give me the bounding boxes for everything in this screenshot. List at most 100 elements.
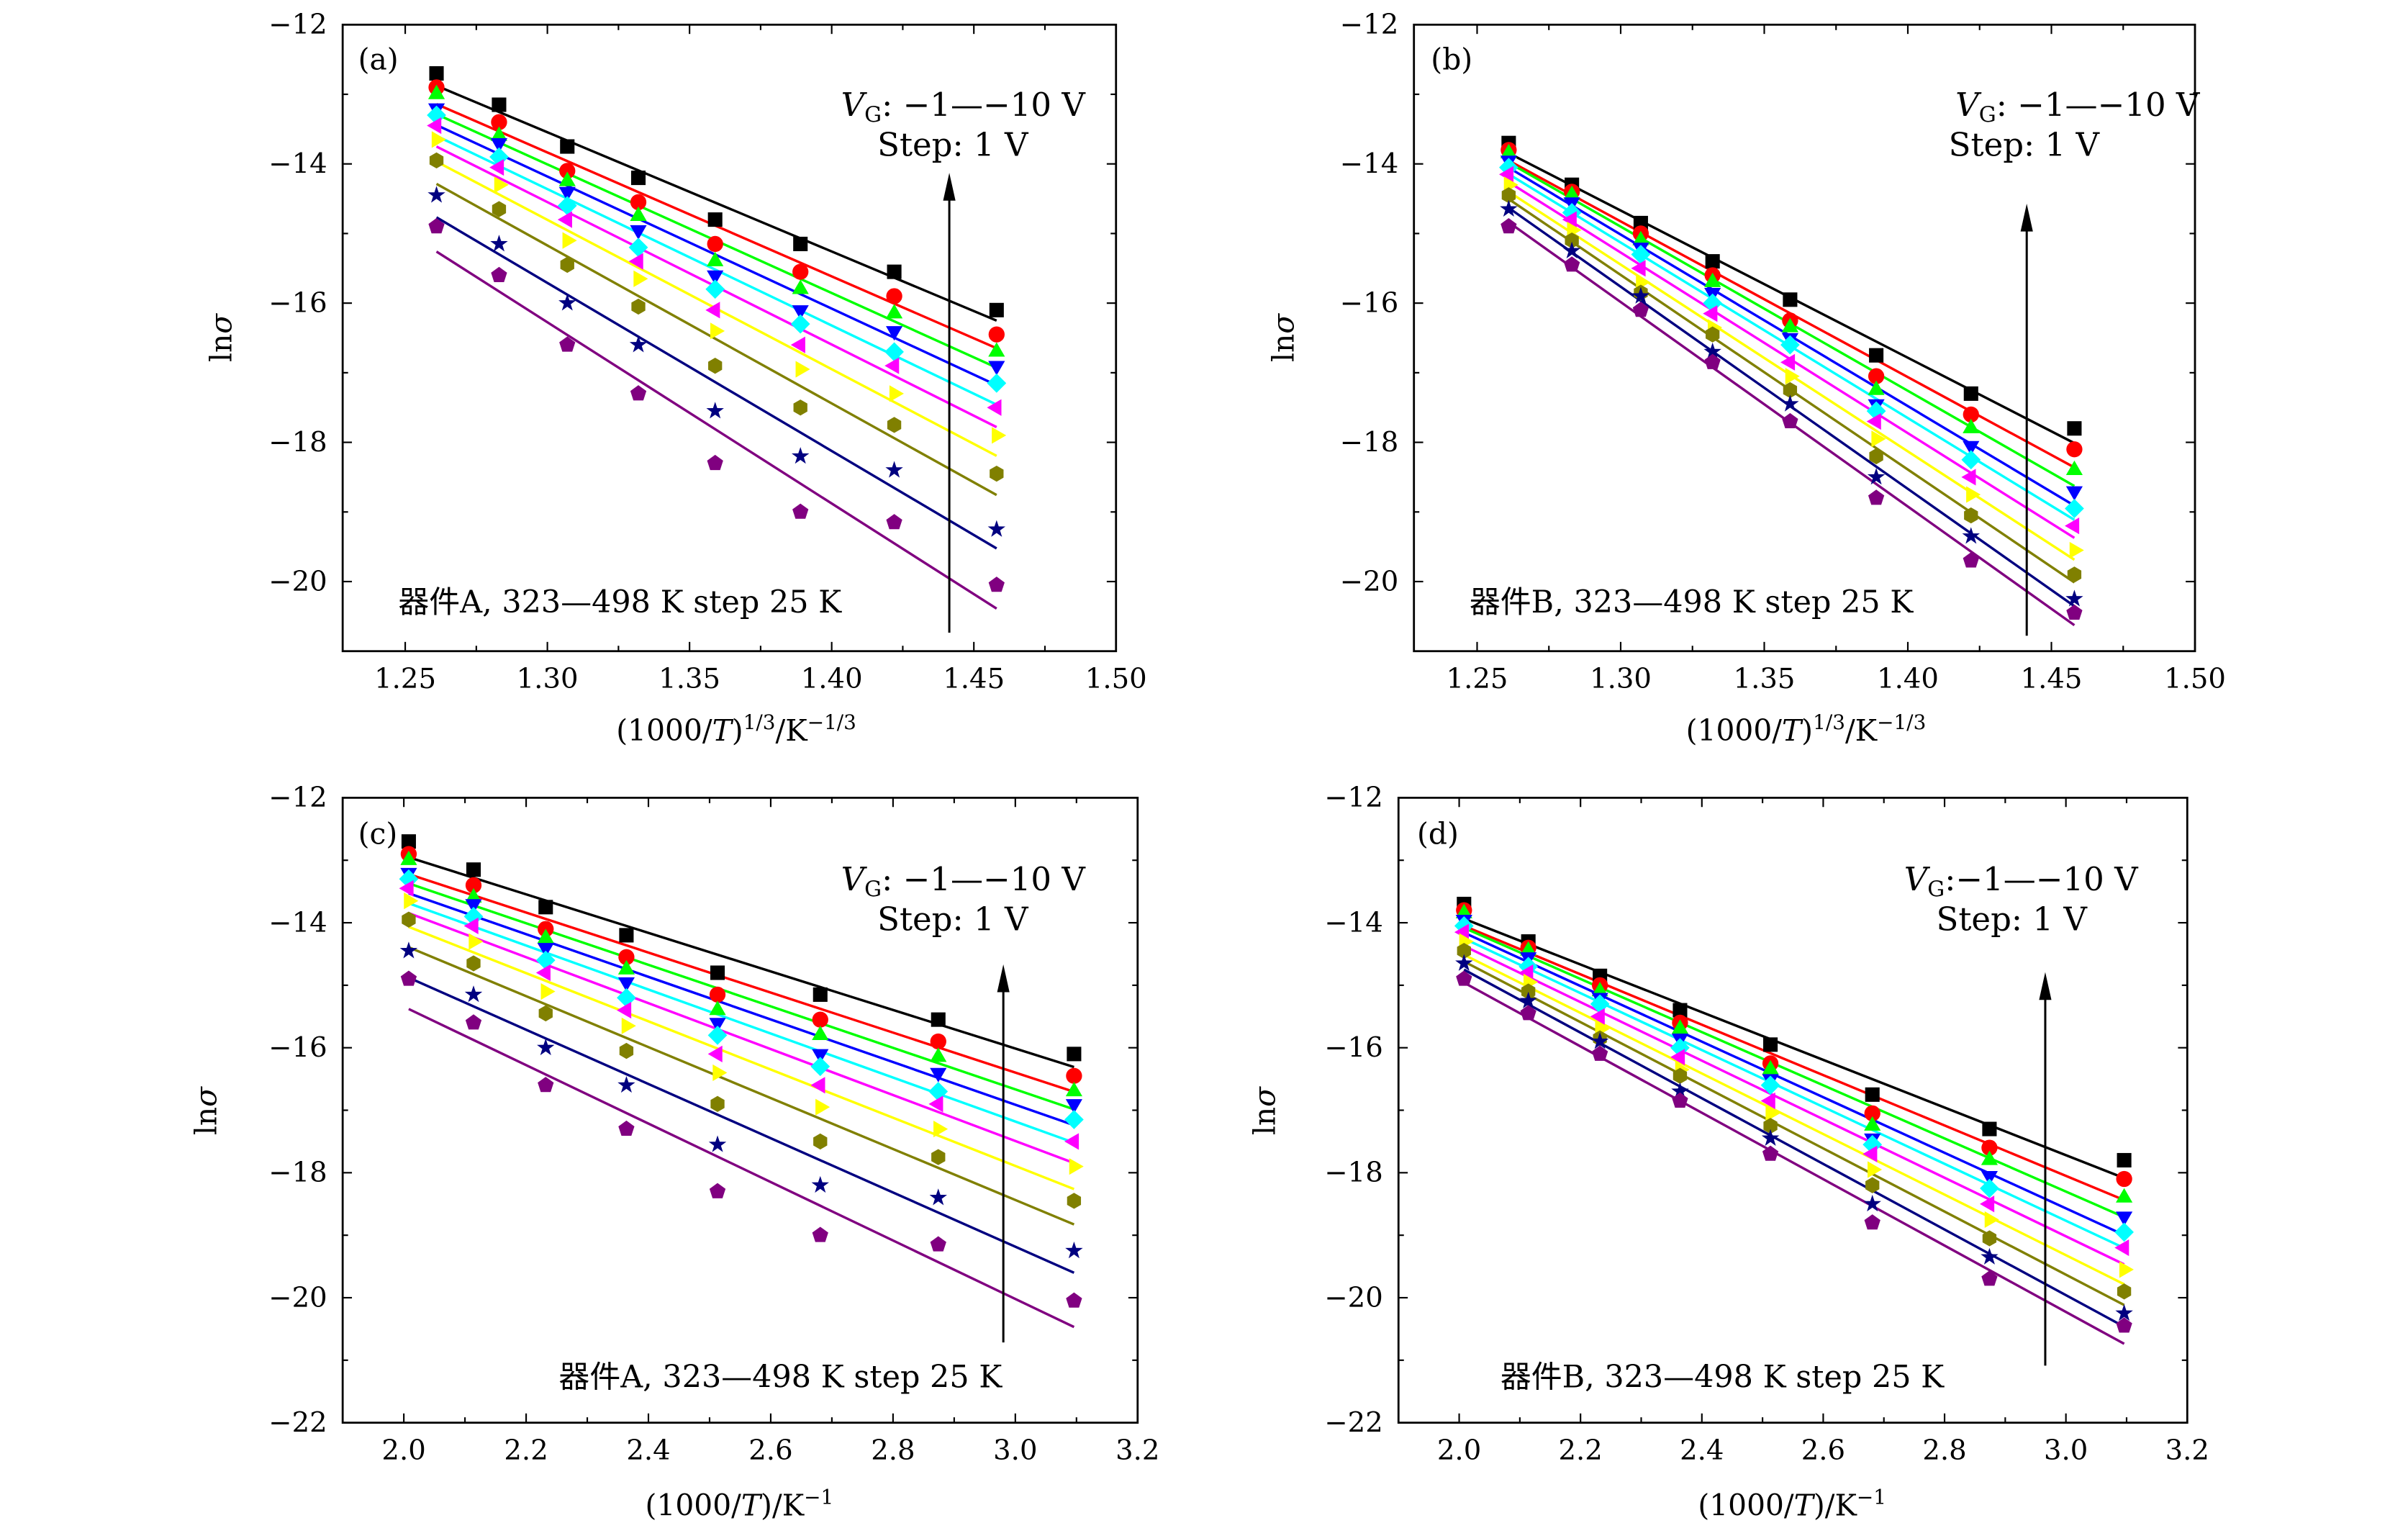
data-point-series-4 xyxy=(988,361,1005,376)
y-axis-label-italic: σ xyxy=(204,313,239,334)
device-annotation: 器件B, 323—498 K step 25 K xyxy=(1501,1359,1945,1395)
step-annotation: Step: 1 V xyxy=(877,900,1029,939)
y-tick-label: −14 xyxy=(268,907,327,939)
data-point-series-9 xyxy=(708,1135,727,1152)
data-point-series-2 xyxy=(465,877,482,894)
data-point-series-7 xyxy=(1868,1161,1883,1178)
data-point-series-10 xyxy=(1066,1292,1082,1308)
data-point-series-1 xyxy=(710,965,725,980)
data-point-series-1 xyxy=(931,1012,946,1027)
data-point-series-2 xyxy=(988,326,1005,343)
data-point-series-10 xyxy=(1782,412,1798,429)
x-tick-label: 2.4 xyxy=(1680,1434,1724,1467)
data-point-series-4 xyxy=(709,1018,726,1033)
data-point-series-6 xyxy=(557,211,572,228)
arrow-head-icon xyxy=(2039,972,2052,1000)
data-point-series-10 xyxy=(1981,1270,1998,1286)
data-point-series-5 xyxy=(2114,1222,2134,1242)
fit-line-series-7 xyxy=(408,926,1075,1190)
data-point-series-5 xyxy=(707,1025,728,1045)
y-tick-label: −20 xyxy=(268,566,327,598)
data-point-series-6 xyxy=(489,158,504,176)
data-point-series-6 xyxy=(1703,305,1718,322)
data-point-series-3 xyxy=(630,206,647,221)
x-axis-label-sup1: 1/3 xyxy=(1813,710,1845,734)
data-point-series-5 xyxy=(987,373,1007,393)
data-point-series-10 xyxy=(491,266,507,282)
data-point-series-3 xyxy=(1864,1116,1881,1131)
fit-line-series-5 xyxy=(408,902,1074,1144)
fit-line-series-5 xyxy=(1463,937,2125,1249)
data-point-series-9 xyxy=(1065,1242,1083,1259)
data-point-series-6 xyxy=(707,1045,723,1062)
x-axis-label: (1000/T)1/3/K−1/3 xyxy=(616,710,856,748)
data-point-series-10 xyxy=(1520,1005,1536,1021)
data-point-series-10 xyxy=(1632,302,1649,317)
data-point-series-7 xyxy=(1871,430,1886,448)
x-tick-label: 1.50 xyxy=(2164,663,2226,695)
data-point-series-9 xyxy=(1562,241,1581,258)
data-point-series-4 xyxy=(1963,440,1980,456)
data-point-series-5 xyxy=(810,1057,830,1077)
chart-panel-b: 1.25 1.30 1.35 1.40 1.45 1.50 −12 −14 −16 −18 −20 (… xyxy=(1266,9,2226,748)
x-axis-label-post: /K xyxy=(772,1488,805,1522)
data-point-series-6 xyxy=(1670,1049,1685,1066)
data-point-series-2 xyxy=(491,114,507,130)
data-point-series-7 xyxy=(404,892,419,910)
data-point-series-6 xyxy=(628,253,643,270)
data-point-series-2 xyxy=(930,1033,946,1050)
data-point-series-1 xyxy=(401,834,416,849)
gate-voltage-annotation: VG: −1—−10 V xyxy=(841,86,1087,128)
data-point-series-4 xyxy=(792,305,809,320)
y-axis-label-main: ln xyxy=(1248,1107,1282,1135)
x-axis-label-mid: ) xyxy=(1801,713,1813,748)
data-point-series-7 xyxy=(710,322,725,340)
x-tick-label: 2.2 xyxy=(1558,1434,1602,1467)
vg-symbol: V xyxy=(841,86,868,124)
vg-range: : −1—−10 V xyxy=(1996,86,2201,124)
y-tick-label: −18 xyxy=(1340,426,1398,458)
x-tick-label: 3.2 xyxy=(1115,1434,1159,1467)
data-point-series-4 xyxy=(930,1067,947,1083)
plot-frame xyxy=(341,796,1139,1424)
data-point-series-6 xyxy=(884,357,900,374)
plot-frame xyxy=(1413,23,2196,653)
data-point-series-10 xyxy=(465,1014,482,1030)
y-tick-label: −20 xyxy=(1324,1282,1382,1314)
y-tick-label: −14 xyxy=(1324,907,1382,939)
data-point-series-3 xyxy=(2065,460,2083,475)
data-point-series-3 xyxy=(2116,1188,2133,1203)
data-point-series-6 xyxy=(790,336,805,353)
data-point-series-9 xyxy=(537,1038,555,1056)
data-point-series-7 xyxy=(933,1120,949,1138)
data-point-series-1 xyxy=(492,97,507,112)
x-tick-label: 1.40 xyxy=(1877,663,1939,695)
data-point-series-3 xyxy=(537,928,554,944)
chart-panel-a: 1.25 1.30 1.35 1.40 1.45 1.50 −12 −14 −16 −18 −20 (… xyxy=(204,9,1147,748)
data-point-series-6 xyxy=(1866,412,1881,430)
data-point-series-10 xyxy=(400,970,417,986)
x-axis-label-italic: T xyxy=(1782,713,1803,748)
data-point-series-7 xyxy=(712,1064,728,1081)
data-point-series-7 xyxy=(1069,1158,1084,1175)
data-point-series-10 xyxy=(1592,1045,1608,1061)
data-point-series-3 xyxy=(427,84,445,99)
data-point-series-10 xyxy=(630,385,647,401)
data-point-series-9 xyxy=(1863,1194,1881,1212)
data-point-series-9 xyxy=(1981,1247,1999,1265)
data-point-series-8 xyxy=(1673,1067,1688,1084)
data-point-series-8 xyxy=(793,399,807,416)
data-point-series-7 xyxy=(1984,1211,1999,1229)
data-point-series-7 xyxy=(562,232,577,249)
data-point-series-3 xyxy=(1065,1082,1082,1097)
data-point-series-9 xyxy=(1519,991,1537,1008)
data-point-series-9 xyxy=(987,520,1006,537)
data-point-series-1 xyxy=(429,65,444,81)
data-point-series-8 xyxy=(1501,187,1516,204)
panel-label: (c) xyxy=(358,817,398,851)
data-point-series-2 xyxy=(630,194,647,211)
data-point-series-10 xyxy=(559,336,576,352)
data-point-series-10 xyxy=(428,218,445,234)
fit-line-series-4 xyxy=(1463,931,2125,1237)
y-tick-label: −12 xyxy=(1324,782,1382,814)
